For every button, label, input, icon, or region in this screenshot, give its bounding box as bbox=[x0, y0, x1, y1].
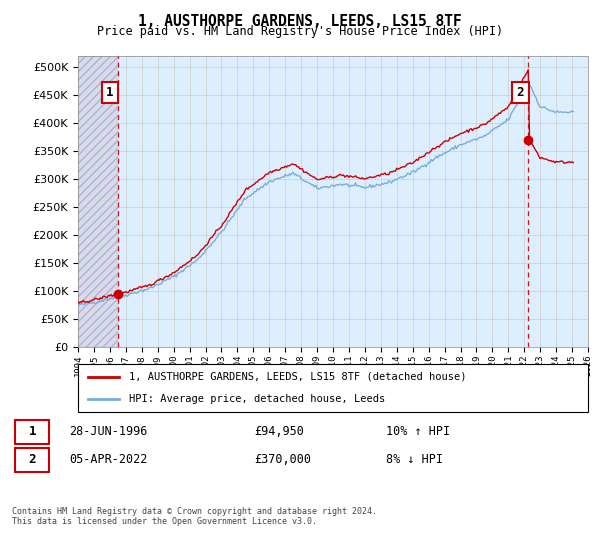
Text: Price paid vs. HM Land Registry's House Price Index (HPI): Price paid vs. HM Land Registry's House … bbox=[97, 25, 503, 38]
Bar bbox=[78, 56, 118, 347]
Text: 8% ↓ HPI: 8% ↓ HPI bbox=[386, 453, 443, 466]
Text: 10% ↑ HPI: 10% ↑ HPI bbox=[386, 425, 451, 438]
Text: 05-APR-2022: 05-APR-2022 bbox=[70, 453, 148, 466]
Text: 1: 1 bbox=[28, 425, 36, 438]
Text: £94,950: £94,950 bbox=[254, 425, 304, 438]
FancyBboxPatch shape bbox=[15, 447, 49, 472]
FancyBboxPatch shape bbox=[78, 364, 588, 412]
Text: 2: 2 bbox=[517, 86, 524, 99]
Text: 1, AUSTHORPE GARDENS, LEEDS, LS15 8TF (detached house): 1, AUSTHORPE GARDENS, LEEDS, LS15 8TF (d… bbox=[129, 372, 467, 382]
Text: 2: 2 bbox=[28, 453, 36, 466]
FancyBboxPatch shape bbox=[15, 419, 49, 444]
Text: £370,000: £370,000 bbox=[254, 453, 311, 466]
Text: 1: 1 bbox=[106, 86, 113, 99]
Text: Contains HM Land Registry data © Crown copyright and database right 2024.
This d: Contains HM Land Registry data © Crown c… bbox=[12, 507, 377, 526]
Text: HPI: Average price, detached house, Leeds: HPI: Average price, detached house, Leed… bbox=[129, 394, 385, 404]
Text: 28-JUN-1996: 28-JUN-1996 bbox=[70, 425, 148, 438]
Text: 1, AUSTHORPE GARDENS, LEEDS, LS15 8TF: 1, AUSTHORPE GARDENS, LEEDS, LS15 8TF bbox=[138, 14, 462, 29]
